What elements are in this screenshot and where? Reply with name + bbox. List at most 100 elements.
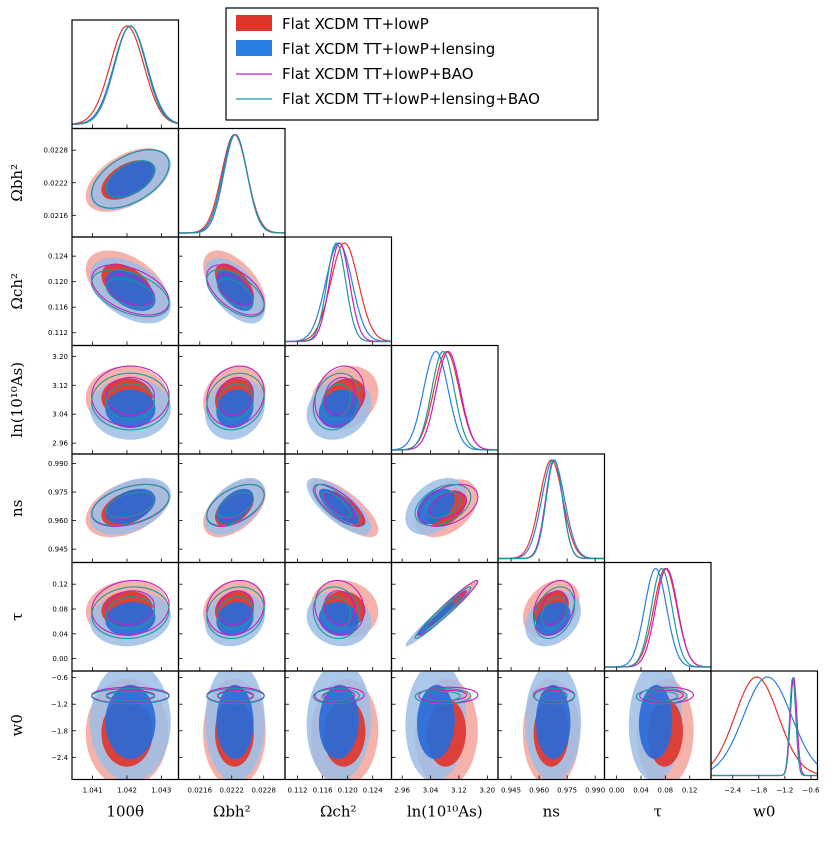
contour-line-omegach2-theta-series-3 bbox=[105, 278, 155, 309]
y-tick-label-lnAs: 3.12 bbox=[52, 382, 68, 390]
contour-line-tau-lnAs-series-2 bbox=[418, 579, 479, 636]
x-tick-label-w0: −0.6 bbox=[802, 787, 820, 795]
marginal-omegabh2-series-1 bbox=[178, 133, 285, 234]
x-tick-label-ns: 0.960 bbox=[529, 787, 549, 795]
legend-swatch-1 bbox=[236, 40, 272, 56]
x-tick-label-tau: 0.00 bbox=[609, 787, 625, 795]
y-tick-label-lnAs: 3.04 bbox=[52, 411, 68, 419]
x-tick-label-tau: 0.12 bbox=[682, 787, 698, 795]
y-tick-label-ns: 0.945 bbox=[48, 546, 68, 554]
panel-lnAs-omegach2 bbox=[284, 344, 393, 455]
contour68-lnAs-theta-series-1 bbox=[105, 389, 156, 428]
panel-omegabh2-omegabh2 bbox=[177, 127, 286, 238]
contour-line-tau-lnAs-series-3 bbox=[414, 586, 472, 640]
x-axis-label-theta: 100θ bbox=[106, 803, 144, 821]
contour-line-omegach2-omegabh2-series-3 bbox=[206, 269, 265, 318]
contour-line-lnAs-omegabh2-series-2 bbox=[217, 376, 254, 416]
y-tick-label-lnAs: 2.96 bbox=[52, 440, 68, 448]
panel-content bbox=[306, 477, 379, 538]
panel-w0-omegabh2 bbox=[177, 670, 286, 781]
y-tick-label-omegabh2: 0.0222 bbox=[44, 179, 69, 187]
legend-label-0: Flat XCDM TT+lowP bbox=[282, 15, 429, 33]
contour-line-omegach2-omegabh2-series-3 bbox=[217, 278, 254, 309]
contour-line-tau-ns-series-3 bbox=[541, 596, 568, 630]
contour-line-tau-omegabh2-series-2 bbox=[217, 590, 254, 626]
y-tick-label-omegach2: 0.120 bbox=[48, 278, 68, 286]
contour-line-tau-omegach2-series-3 bbox=[312, 586, 360, 640]
marginal-omegach2-series-3 bbox=[285, 242, 392, 343]
contour-line-ns-omegach2-series-3 bbox=[321, 491, 352, 519]
contour-line-tau-theta-series-3 bbox=[105, 596, 155, 630]
marginal-ns-series-1 bbox=[498, 459, 605, 560]
panel-tau-theta bbox=[71, 561, 180, 672]
contour68-ns-lnAs-series-1 bbox=[417, 488, 455, 524]
contour-line-tau-theta-series-2 bbox=[105, 590, 155, 626]
contour68-w0-omegabh2-series-1 bbox=[216, 684, 254, 759]
contour-line-lnAs-omegach2-series-3 bbox=[312, 372, 360, 431]
x-axis-label-tau: τ bbox=[654, 803, 662, 821]
panel-content bbox=[203, 365, 266, 440]
x-tick-label-w0: −1.8 bbox=[750, 787, 767, 795]
panel-tau-omegabh2 bbox=[177, 561, 286, 672]
marginal-lnAs-series-1 bbox=[391, 350, 498, 451]
contour-line-omegach2-theta-series-3 bbox=[91, 269, 170, 318]
panel-tau-lnAs bbox=[390, 561, 499, 672]
panel-w0-w0 bbox=[710, 670, 819, 781]
contour-line-w0-ns-series-3 bbox=[533, 688, 576, 705]
contour-line-tau-ns-series-2 bbox=[532, 579, 576, 636]
contour-line-tau-ns-series-2 bbox=[540, 590, 568, 626]
marginal-omegach2-series-0 bbox=[285, 242, 392, 343]
panel-w0-ns bbox=[497, 670, 606, 781]
marginal-theta-series-3 bbox=[72, 25, 179, 125]
contour-line-w0-lnAs-series-2 bbox=[429, 689, 468, 701]
panel-content bbox=[306, 365, 379, 440]
contour-line-lnAs-omegabh2-series-3 bbox=[206, 372, 265, 431]
panel-omegabh2-theta bbox=[71, 127, 180, 238]
contour-line-tau-omegabh2-series-3 bbox=[217, 596, 254, 630]
contour-line-w0-omegach2-series-3 bbox=[321, 690, 352, 702]
marginal-ns-series-2 bbox=[498, 459, 605, 560]
x-axis-label-omegabh2: Ωbh² bbox=[213, 803, 251, 821]
contour-line-w0-omegach2-series-2 bbox=[314, 686, 365, 705]
y-tick-label-tau: 0.12 bbox=[52, 581, 68, 589]
contour-line-lnAs-theta-series-3 bbox=[105, 383, 155, 420]
panel-tau-tau bbox=[603, 561, 712, 672]
marginal-theta-series-0 bbox=[72, 25, 179, 125]
x-tick-label-theta: 1.043 bbox=[151, 787, 171, 795]
contour-line-tau-omegach2-series-3 bbox=[321, 596, 352, 630]
y-tick-label-omegabh2: 0.0216 bbox=[44, 212, 69, 220]
marginal-w0-series-3 bbox=[711, 677, 818, 777]
contour-line-lnAs-theta-series-3 bbox=[91, 372, 170, 431]
contour68-ns-omegach2-series-1 bbox=[318, 488, 359, 524]
panel-w0-lnAs bbox=[390, 670, 499, 781]
panel-content bbox=[85, 250, 171, 324]
contour-line-ns-omegach2-series-3 bbox=[312, 483, 360, 527]
contour68-omegach2-omegabh2-series-1 bbox=[216, 270, 254, 311]
contour-line-ns-theta-series-3 bbox=[91, 483, 170, 527]
contour-line-w0-tau-series-2 bbox=[639, 686, 694, 705]
y-tick-label-tau: 0.00 bbox=[52, 655, 68, 663]
marginal-w0-series-2 bbox=[711, 677, 818, 777]
panel-frame bbox=[390, 344, 499, 455]
panel-content bbox=[306, 579, 379, 647]
y-axis-label-tau: τ bbox=[8, 613, 26, 621]
panel-content bbox=[85, 148, 171, 212]
y-tick-label-omegach2: 0.124 bbox=[48, 253, 69, 261]
y-axis-label-omegach2: Ωch² bbox=[8, 273, 26, 310]
contour-line-ns-omegabh2-series-3 bbox=[217, 491, 254, 519]
contour-line-ns-lnAs-series-3 bbox=[414, 483, 472, 527]
panel-content bbox=[85, 579, 171, 647]
contour-line-w0-lnAs-series-3 bbox=[425, 690, 461, 702]
contour-line-tau-lnAs-series-3 bbox=[425, 596, 461, 630]
contour-line-w0-omegabh2-series-3 bbox=[217, 690, 254, 702]
x-tick-label-theta: 1.042 bbox=[117, 787, 137, 795]
panel-ns-omegach2 bbox=[284, 453, 393, 564]
panel-frame bbox=[603, 561, 712, 672]
y-tick-label-omegach2: 0.112 bbox=[48, 329, 68, 337]
contour-line-omegach2-theta-series-2 bbox=[91, 264, 170, 316]
x-tick-label-lnAs: 2.96 bbox=[394, 787, 410, 795]
contour-line-tau-lnAs-series-2 bbox=[429, 590, 468, 626]
panel-content bbox=[604, 567, 711, 668]
panel-content bbox=[405, 579, 479, 647]
